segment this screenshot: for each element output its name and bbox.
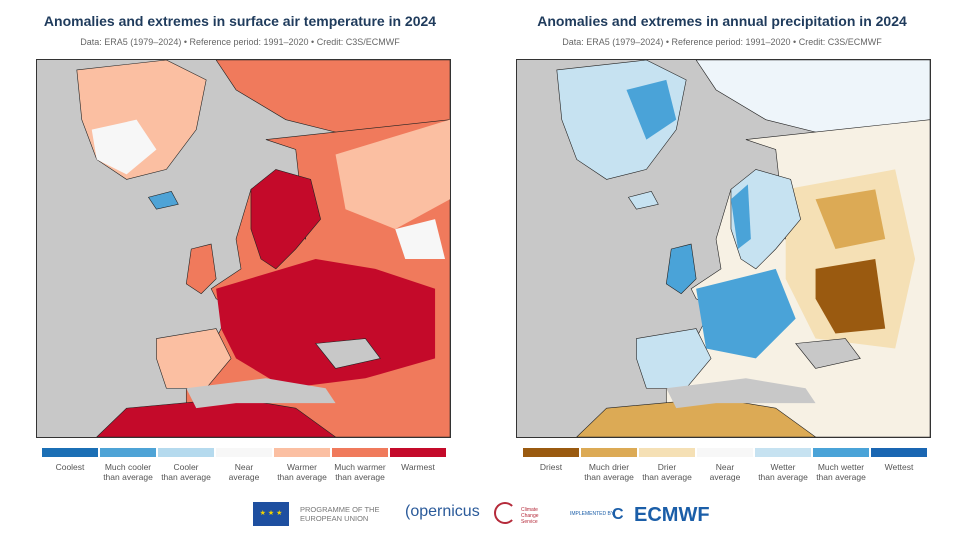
legend-item-warmest: Warmest: [390, 448, 446, 482]
c3s-logo-text: Climate Change Service: [521, 507, 539, 525]
legend-item-wetter: Wetter than average: [755, 448, 811, 482]
black-sea: [315, 338, 381, 369]
temperature-map: [36, 59, 451, 438]
legend-item-much-drier: Much drier than average: [581, 448, 637, 482]
copernicus-logo: (opernicus: [405, 503, 480, 520]
precipitation-map-subtitle: Data: ERA5 (1979–2024) • Reference perio…: [562, 37, 882, 47]
iceland: [147, 190, 179, 210]
scandinavia: [250, 169, 321, 270]
legend-item-driest: Driest: [523, 448, 579, 482]
british-isles: [665, 243, 697, 295]
c3s-logo-icon: [494, 502, 516, 524]
legend-item-cooler: Cooler than average: [158, 448, 214, 482]
mediterranean: [186, 378, 336, 409]
eu-programme-text: PROGRAMME OF THE EUROPEAN UNION: [300, 505, 380, 523]
temperature-map-subtitle: Data: ERA5 (1979–2024) • Reference perio…: [80, 37, 400, 47]
temperature-map-title: Anomalies and extremes in surface air te…: [43, 13, 437, 29]
mediterranean: [666, 378, 816, 409]
legend-item-wettest: Wettest: [871, 448, 927, 482]
implemented-by-text: IMPLEMENTED BY: [570, 511, 615, 517]
precipitation-map: [516, 59, 931, 438]
iceland: [627, 190, 659, 210]
precipitation-map-title: Anomalies and extremes in annual precipi…: [537, 13, 907, 29]
legend-item-coolest: Coolest: [42, 448, 98, 482]
ecmwf-logo: ECMWF: [634, 504, 710, 526]
legend-item-much-cooler: Much cooler than average: [100, 448, 156, 482]
legend-item-much-wetter: Much wetter than average: [813, 448, 869, 482]
legend-item-much-warmer: Much warmer than average: [332, 448, 388, 482]
legend-item-near-average: Near average: [216, 448, 272, 482]
legend-item-drier: Drier than average: [639, 448, 695, 482]
precipitation-legend: Driest Much drier than average Drier than …: [523, 448, 927, 482]
eu-flag-logo: ★ ★ ★: [253, 502, 289, 526]
black-sea: [795, 338, 861, 369]
british-isles: [185, 243, 217, 295]
logo-bar: ★ ★ ★ PROGRAMME OF THE EUROPEAN UNION (o…: [0, 500, 962, 530]
legend-item-near-average: Near average: [697, 448, 753, 482]
legend-item-warmer: Warmer than average: [274, 448, 330, 482]
temperature-legend: Coolest Much cooler than average Cooler th…: [42, 448, 446, 482]
ecmwf-logo-icon: C: [612, 506, 624, 523]
